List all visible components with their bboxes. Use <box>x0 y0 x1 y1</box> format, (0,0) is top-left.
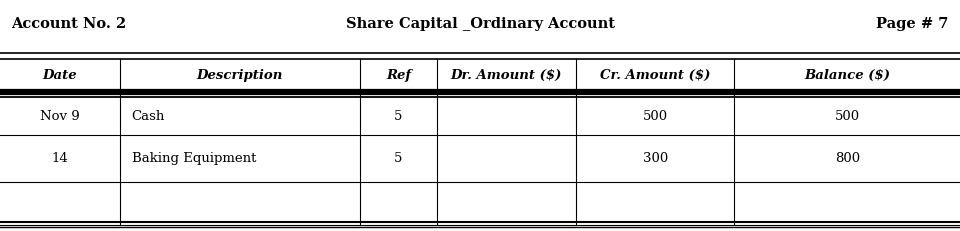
Text: Cash: Cash <box>132 110 165 123</box>
Text: 5: 5 <box>395 152 402 165</box>
Text: Balance ($): Balance ($) <box>804 69 890 82</box>
Text: Share Capital _Ordinary Account: Share Capital _Ordinary Account <box>346 17 614 31</box>
Text: 5: 5 <box>395 110 402 123</box>
Text: Page # 7: Page # 7 <box>876 17 948 31</box>
Text: Date: Date <box>42 69 78 82</box>
Text: Dr. Amount ($): Dr. Amount ($) <box>450 69 563 82</box>
Text: Nov 9: Nov 9 <box>40 110 80 123</box>
Text: 14: 14 <box>52 152 68 165</box>
Text: Account No. 2: Account No. 2 <box>12 17 127 31</box>
Text: 500: 500 <box>834 110 860 123</box>
Text: Baking Equipment: Baking Equipment <box>132 152 256 165</box>
Text: 800: 800 <box>834 152 860 165</box>
Text: 300: 300 <box>642 152 668 165</box>
Text: Ref: Ref <box>386 69 411 82</box>
Text: 500: 500 <box>642 110 668 123</box>
Text: Cr. Amount ($): Cr. Amount ($) <box>600 69 710 82</box>
Text: Description: Description <box>197 69 283 82</box>
